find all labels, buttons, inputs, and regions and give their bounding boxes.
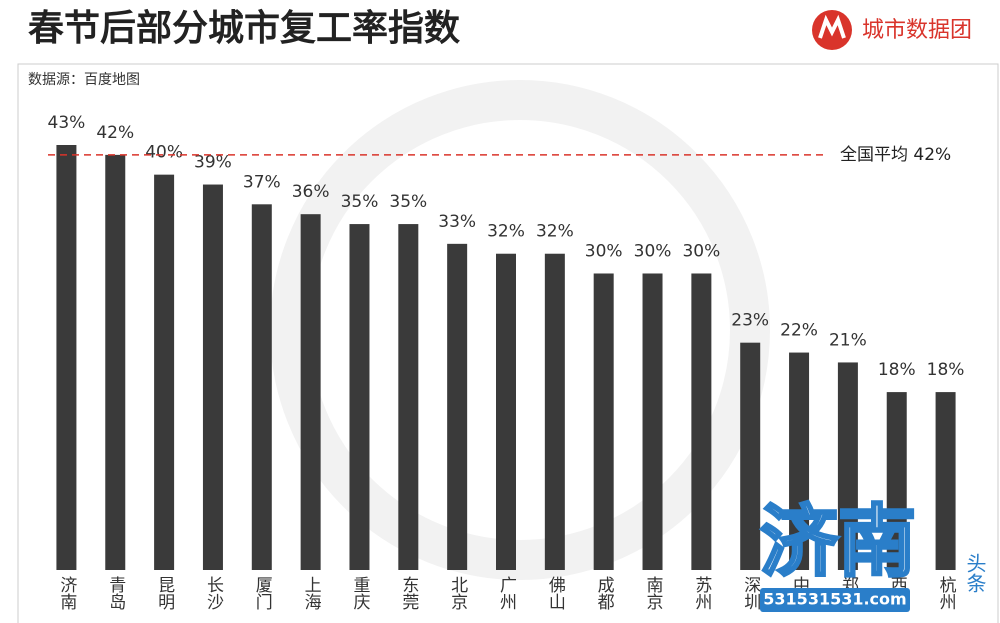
bar — [740, 342, 761, 570]
bar — [642, 273, 663, 570]
bar — [300, 214, 321, 571]
bar — [105, 154, 126, 570]
watermark-side: 头条 — [963, 553, 987, 593]
value-label: 22% — [780, 321, 818, 341]
x-tick-label: 厦门 — [252, 576, 273, 611]
x-tick-label: 成都 — [594, 576, 615, 610]
bar — [691, 273, 712, 570]
bar — [251, 204, 272, 571]
bar — [447, 243, 468, 570]
watermark-url: 531531531.com — [763, 590, 906, 609]
value-label: 33% — [438, 212, 476, 232]
x-tick-label: 重庆 — [349, 576, 370, 610]
brand-logo-mark — [818, 14, 846, 39]
value-label: 30% — [585, 241, 623, 261]
bar — [789, 352, 810, 570]
x-tick-label: 青岛 — [105, 576, 125, 611]
x-tick-label: 昆明 — [154, 576, 174, 611]
bar — [886, 392, 907, 570]
x-tick-label: 北京 — [447, 576, 468, 611]
x-tick-label: 上海 — [301, 576, 322, 611]
bar — [593, 273, 614, 570]
x-tick-label: 广州 — [496, 576, 517, 610]
x-tick-label: 东莞 — [398, 576, 419, 610]
value-label: 21% — [829, 330, 867, 350]
value-label: 30% — [634, 241, 672, 261]
x-tick-label: 杭州 — [936, 576, 957, 610]
bar — [349, 224, 370, 570]
value-label: 39% — [194, 153, 232, 173]
value-label: 35% — [389, 192, 427, 212]
bar — [202, 184, 223, 570]
value-label: 32% — [487, 222, 525, 242]
value-label: 18% — [878, 360, 916, 380]
source: 数据源：百度地图 — [28, 72, 140, 88]
x-tick-label: 深圳 — [740, 576, 761, 610]
value-label: 32% — [536, 222, 574, 242]
watermark-url-bg — [760, 588, 910, 612]
panel — [17, 63, 999, 623]
watermark: 济南 — [760, 497, 916, 588]
bar — [154, 174, 175, 570]
bar — [56, 145, 77, 570]
bar — [398, 224, 419, 570]
value-label: 37% — [243, 172, 281, 192]
brand: 城市数据团 — [862, 18, 972, 43]
chart-title: 春节后部分城市复工率指数 — [28, 8, 460, 49]
bar — [544, 253, 565, 570]
value-label: 42% — [96, 123, 134, 143]
x-tick-label: 苏州 — [691, 576, 712, 610]
value-label: 43% — [48, 113, 86, 133]
value-label: 35% — [341, 192, 379, 212]
value-label: 30% — [682, 241, 720, 261]
x-tick-label: 佛山 — [545, 576, 566, 610]
x-tick-label: 南京 — [643, 576, 664, 611]
x-tick-label: 长沙 — [203, 576, 224, 610]
value-label: 40% — [145, 143, 183, 163]
x-tick-label: 济南 — [56, 576, 77, 610]
reference-label: 全国平均 42% — [840, 145, 951, 165]
bar — [837, 362, 858, 570]
bar — [935, 392, 956, 570]
value-label: 23% — [731, 311, 769, 331]
bar — [496, 253, 516, 570]
value-label: 18% — [927, 360, 965, 380]
value-label: 36% — [292, 182, 330, 202]
background-logo — [270, 80, 770, 580]
